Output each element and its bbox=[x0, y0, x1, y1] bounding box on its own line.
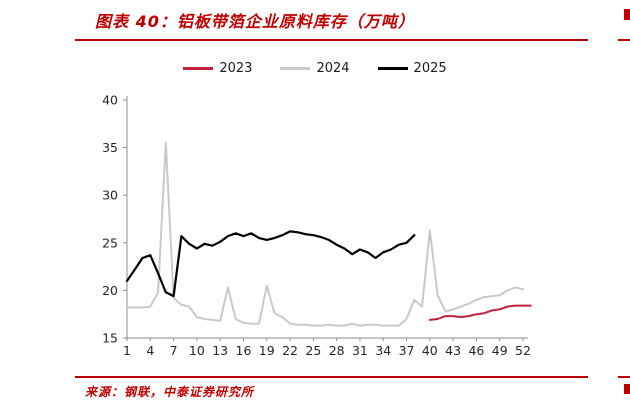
legend-label-2025: 2025 bbox=[413, 61, 447, 76]
x-tick-label: 28 bbox=[329, 343, 345, 358]
x-tick-label: 13 bbox=[212, 343, 228, 358]
x-tick-label: 19 bbox=[259, 343, 275, 358]
x-tick-label: 7 bbox=[170, 343, 178, 358]
adjacent-panel-source-sliver bbox=[624, 384, 630, 394]
title-divider-rule bbox=[75, 39, 588, 41]
y-tick-label: 40 bbox=[102, 93, 118, 108]
legend-label-2023: 2023 bbox=[219, 61, 253, 76]
adjacent-panel-rule-bottom bbox=[618, 376, 630, 378]
series-2024 bbox=[126, 141, 524, 327]
x-tick-label: 10 bbox=[189, 343, 205, 358]
x-tick-label: 40 bbox=[422, 343, 438, 358]
chart-title: 图表 40：铝板带箔企业原料库存（万吨） bbox=[95, 12, 415, 31]
legend-item-2024: 2024 bbox=[280, 61, 350, 76]
series-2025 bbox=[125, 230, 416, 298]
legend-item-2025: 2025 bbox=[377, 61, 447, 76]
legend-label-2024: 2024 bbox=[316, 61, 350, 76]
y-tick-label: 20 bbox=[102, 283, 118, 298]
footer-divider-rule bbox=[75, 376, 588, 378]
x-tick-label: 31 bbox=[352, 343, 368, 358]
adjacent-panel-rule-top bbox=[618, 39, 630, 41]
x-tick-label: 1 bbox=[123, 343, 131, 358]
legend-swatch-2025 bbox=[377, 67, 408, 70]
chart-legend: 2023 2024 2025 bbox=[0, 61, 630, 76]
y-tick-label: 15 bbox=[102, 331, 118, 346]
source-note: 来源：钢联，中泰证券研究所 bbox=[85, 385, 255, 399]
legend-item-2023: 2023 bbox=[183, 61, 252, 76]
x-tick-label: 16 bbox=[236, 343, 252, 358]
x-tick-label: 43 bbox=[445, 343, 461, 358]
x-tick-label: 49 bbox=[492, 343, 508, 358]
y-tick-label: 25 bbox=[102, 235, 118, 250]
series-2023 bbox=[428, 304, 532, 321]
x-tick-label: 46 bbox=[468, 343, 484, 358]
x-tick-label: 52 bbox=[515, 343, 531, 358]
x-tick-label: 25 bbox=[305, 343, 321, 358]
legend-swatch-2023 bbox=[183, 67, 214, 70]
y-tick-label: 30 bbox=[102, 188, 118, 203]
x-tick-label: 22 bbox=[282, 343, 298, 358]
x-tick-label: 34 bbox=[375, 343, 391, 358]
legend-swatch-2024 bbox=[280, 67, 311, 70]
x-tick-label: 4 bbox=[146, 343, 154, 358]
y-tick-label: 35 bbox=[102, 140, 118, 155]
adjacent-panel-title-sliver bbox=[624, 9, 630, 20]
x-tick-label: 37 bbox=[399, 343, 415, 358]
